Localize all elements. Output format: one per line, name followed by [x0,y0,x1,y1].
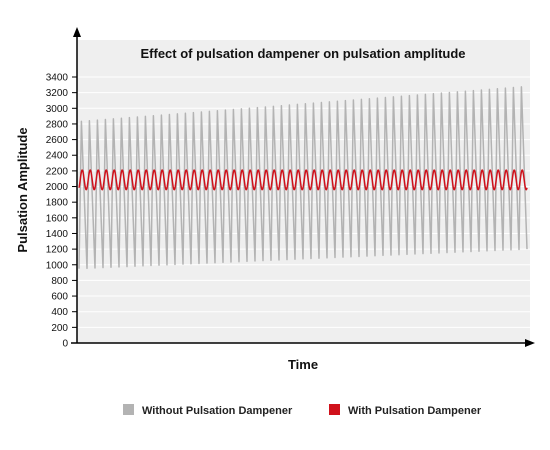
chart-title: Effect of pulsation dampener on pulsatio… [140,46,465,61]
y-tick-label: 200 [51,323,68,334]
x-axis-arrow [525,339,535,347]
series-line-with-dampener [78,169,528,191]
y-tick-label: 3000 [46,104,69,115]
y-tick-label: 3400 [46,73,69,84]
y-axis-arrow [73,27,81,37]
y-tick-label: 800 [51,276,68,287]
y-tick-label: 3200 [46,88,69,99]
y-tick-label: 1800 [46,198,69,209]
y-tick-label: 2000 [46,182,69,193]
y-ticks: 0 200 400 600 800 1000 1200 1400 1600 1800 2000 220… [46,73,77,350]
series-layer [78,86,528,270]
legend-label-without-dampener: Without Pulsation Dampener [142,405,293,417]
legend: Without Pulsation Dampener With Pulsatio… [123,404,482,417]
legend-swatch-with-dampener [329,404,340,415]
y-tick-label: 400 [51,307,68,318]
y-tick-label: 1000 [46,260,69,271]
y-tick-label: 0 [62,339,68,350]
series-line-without-dampener [78,86,528,270]
y-tick-label: 2400 [46,151,69,162]
y-tick-label: 2800 [46,119,69,130]
y-tick-label: 2200 [46,166,69,177]
x-axis-label: Time [288,357,318,372]
y-axis-label: Pulsation Amplitude [15,127,30,252]
y-tick-label: 1400 [46,229,69,240]
y-tick-label: 2600 [46,135,69,146]
y-tick-label: 1200 [46,245,69,256]
legend-swatch-without-dampener [123,404,134,415]
y-tick-label: 600 [51,292,68,303]
legend-label-with-dampener: With Pulsation Dampener [348,405,482,417]
y-tick-label: 1600 [46,213,69,224]
